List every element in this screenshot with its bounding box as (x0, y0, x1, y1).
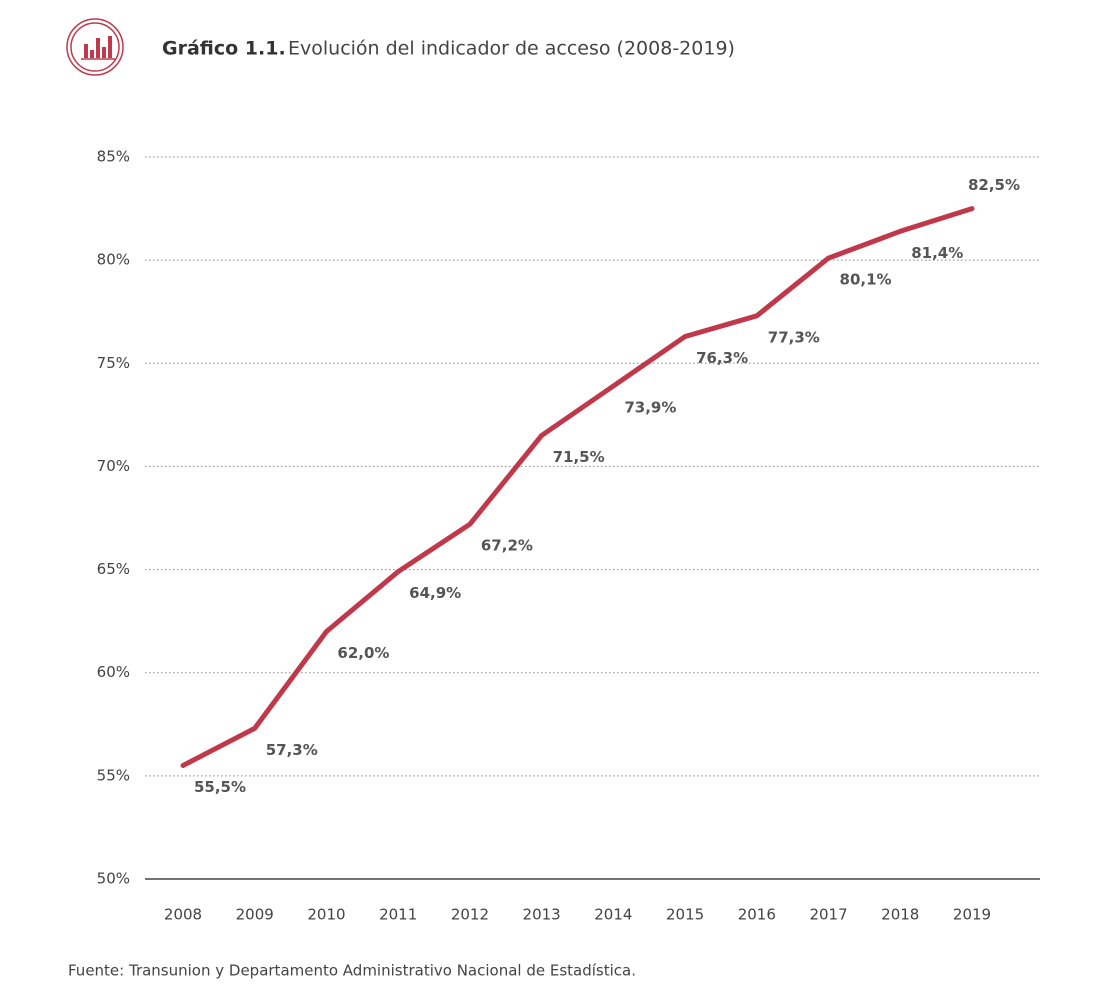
data-label: 67,2% (481, 537, 533, 555)
data-label: 77,3% (768, 328, 820, 346)
y-tick-label: 65% (97, 560, 130, 578)
chart-title: Evolución del indicador de acceso (2008-… (288, 38, 735, 60)
data-label: 73,9% (624, 398, 676, 416)
x-tick-label: 2009 (236, 906, 274, 924)
x-tick-label: 2010 (307, 906, 345, 924)
x-tick-label: 2012 (451, 906, 489, 924)
data-label: 76,3% (696, 349, 748, 367)
data-label: 80,1% (840, 271, 892, 289)
x-tick-label: 2018 (881, 906, 919, 924)
data-label: 62,0% (337, 644, 389, 662)
data-label: 55,5% (194, 778, 246, 796)
x-tick-label: 2011 (379, 906, 417, 924)
data-label: 82,5% (968, 176, 1020, 194)
data-label: 64,9% (409, 584, 461, 602)
x-tick-label: 2019 (953, 906, 991, 924)
x-tick-label: 2015 (666, 906, 704, 924)
y-tick-label: 55% (97, 766, 130, 784)
data-line (180, 206, 975, 768)
data-label: 71,5% (553, 448, 605, 466)
x-tick-label: 2017 (809, 906, 847, 924)
source: Fuente: Transunion y Departamento Admini… (68, 962, 636, 980)
x-tick-label: 2014 (594, 906, 632, 924)
chart-icon (66, 18, 124, 76)
y-tick-label: 50% (97, 870, 130, 888)
chart-title-label: Gráfico 1.1. (162, 38, 286, 60)
y-tick-label: 60% (97, 663, 130, 681)
x-tick-label: 2016 (738, 906, 776, 924)
data-label: 81,4% (911, 244, 963, 262)
y-tick-label: 70% (97, 457, 130, 475)
x-tick-label: 2008 (164, 906, 202, 924)
y-tick-label: 80% (97, 251, 130, 269)
x-tick-label: 2013 (523, 906, 561, 924)
y-tick-label: 85% (97, 148, 130, 166)
data-label: 57,3% (266, 741, 318, 759)
y-tick-label: 75% (97, 354, 130, 372)
